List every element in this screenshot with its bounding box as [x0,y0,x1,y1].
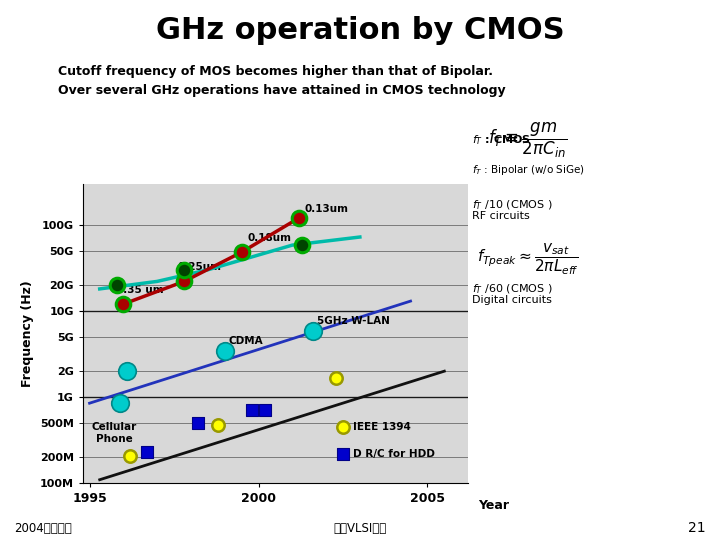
Point [337,423,348,431]
Text: Cutoff frequency of MOS becomes higher than that of Bipolar.: Cutoff frequency of MOS becomes higher t… [58,65,492,78]
Text: D R/C for HDD: D R/C for HDD [353,449,435,459]
Point [236,248,248,256]
Point [297,241,308,249]
Text: 新大VLSI工学: 新大VLSI工学 [333,522,387,535]
Point [212,420,224,429]
Text: Cellular
Phone: Cellular Phone [91,422,137,444]
Text: 0.25um: 0.25um [177,262,221,272]
Text: $f_T$ /60 (CMOS ): $f_T$ /60 (CMOS ) [472,282,552,296]
Point [141,448,153,456]
Point [121,367,132,375]
Point [246,406,258,415]
Point [117,300,129,308]
Point [307,327,318,336]
Point [337,449,348,458]
Text: 5GHz W-LAN: 5GHz W-LAN [317,316,390,326]
Point [259,406,271,415]
Text: RF circuits: RF circuits [472,211,529,221]
Point [111,281,122,289]
Text: Digital circuits: Digital circuits [472,295,552,305]
Text: $f_{Tpeak} \approx \dfrac{v_{sat}}{2\pi L_{eff}}$: $f_{Tpeak} \approx \dfrac{v_{sat}}{2\pi … [477,241,580,277]
Point [114,399,126,408]
Text: CDMA: CDMA [229,336,264,346]
Text: Year: Year [478,499,509,512]
Text: $f_T \equiv \dfrac{gm}{2\pi C_{in}}$: $f_T \equiv \dfrac{gm}{2\pi C_{in}}$ [488,121,567,160]
Text: 0.18um: 0.18um [247,233,291,243]
Text: 21: 21 [688,521,706,535]
Text: 0.13um: 0.13um [305,204,348,214]
Point [179,266,190,274]
Point [219,347,230,356]
Text: $f_T$ : CMOS: $f_T$ : CMOS [472,133,531,147]
Point [293,214,305,222]
Text: 2004年　９月: 2004年 ９月 [14,522,72,535]
Text: $f_T$ : Bipolar (w/o SiGe): $f_T$ : Bipolar (w/o SiGe) [472,163,585,177]
Text: Over several GHz operations have attained in CMOS technology: Over several GHz operations have attaine… [58,84,505,97]
Text: $f_T$ /10 (CMOS ): $f_T$ /10 (CMOS ) [472,198,552,212]
Text: 0.35 um: 0.35 um [117,285,164,295]
Point [330,374,342,383]
Point [179,277,190,286]
Point [192,418,204,427]
Point [125,451,136,460]
Text: IEEE 1394: IEEE 1394 [353,422,411,432]
Y-axis label: Frequency (Hz): Frequency (Hz) [21,280,35,387]
Text: GHz operation by CMOS: GHz operation by CMOS [156,16,564,45]
